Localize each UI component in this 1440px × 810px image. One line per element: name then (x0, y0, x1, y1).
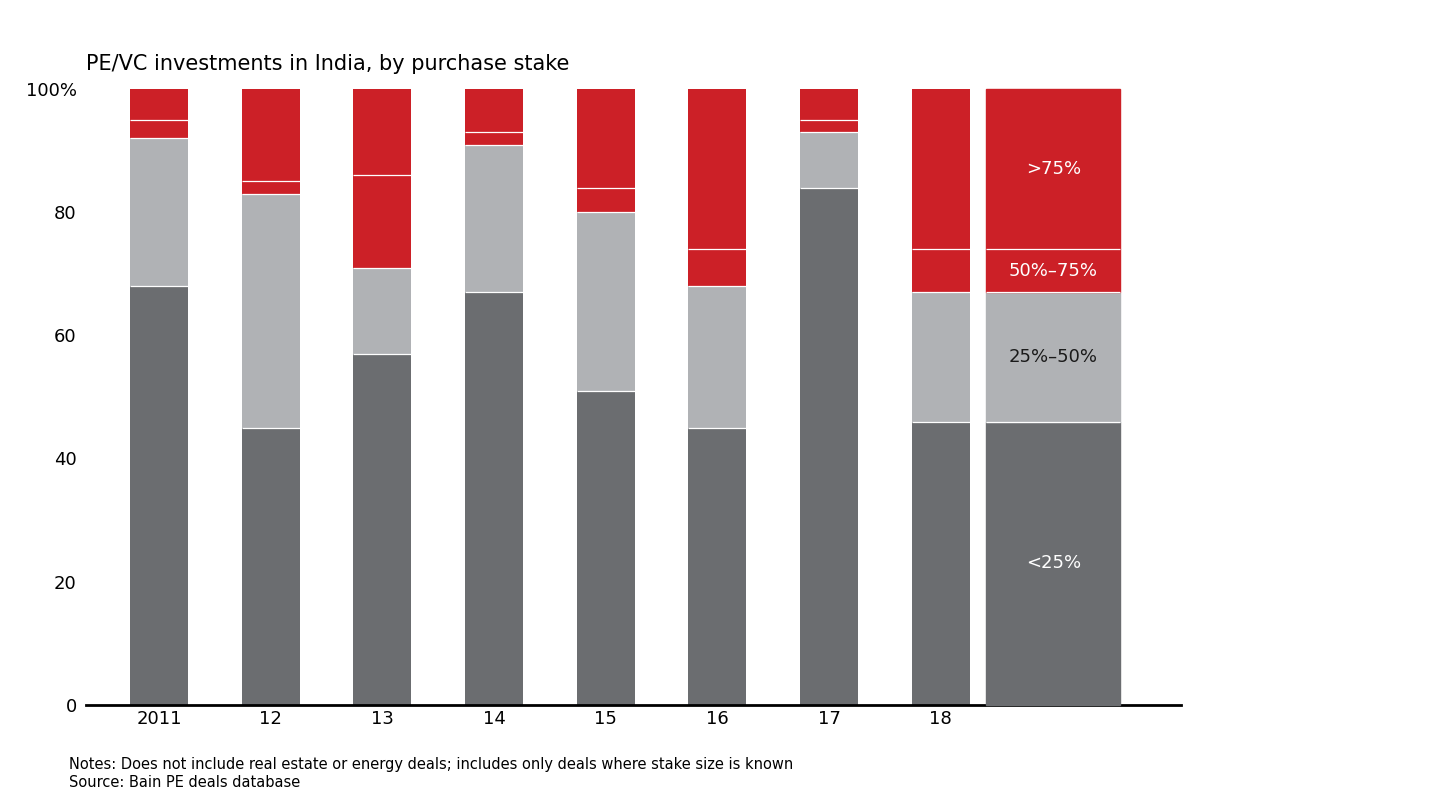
Bar (242, 181, 300, 194)
Bar (130, 139, 189, 286)
Bar (986, 249, 1120, 292)
Text: PE/VC investments in India, by purchase stake: PE/VC investments in India, by purchase … (86, 53, 570, 74)
Bar (986, 89, 1120, 249)
Bar (242, 89, 300, 181)
Bar (688, 428, 746, 705)
Bar (801, 120, 858, 132)
Bar (576, 188, 635, 212)
Bar (576, 89, 635, 188)
Bar (912, 89, 969, 249)
Bar (465, 89, 523, 132)
Bar (912, 292, 969, 421)
Text: <25%: <25% (1025, 554, 1081, 572)
Text: Notes: Does not include real estate or energy deals; includes only deals where s: Notes: Does not include real estate or e… (69, 757, 793, 790)
Bar (353, 354, 412, 705)
Bar (130, 120, 189, 139)
Bar (130, 89, 189, 120)
Bar (465, 132, 523, 144)
Bar (912, 249, 969, 292)
Bar (465, 292, 523, 705)
Bar (465, 144, 523, 292)
Text: 25%–50%: 25%–50% (1009, 347, 1097, 366)
Bar (801, 89, 858, 120)
Bar (688, 89, 746, 249)
Bar (353, 175, 412, 267)
Bar (801, 132, 858, 188)
Bar (242, 194, 300, 428)
Bar (801, 188, 858, 705)
Bar (986, 292, 1120, 421)
Bar (688, 286, 746, 428)
Bar (242, 428, 300, 705)
Bar (130, 286, 189, 705)
Bar (576, 212, 635, 390)
Bar (912, 421, 969, 705)
Bar (576, 390, 635, 705)
Text: 50%–75%: 50%–75% (1009, 262, 1097, 279)
Bar (688, 249, 746, 286)
Bar (986, 421, 1120, 705)
Text: >75%: >75% (1025, 160, 1081, 178)
Bar (353, 267, 412, 354)
Bar (353, 89, 412, 175)
